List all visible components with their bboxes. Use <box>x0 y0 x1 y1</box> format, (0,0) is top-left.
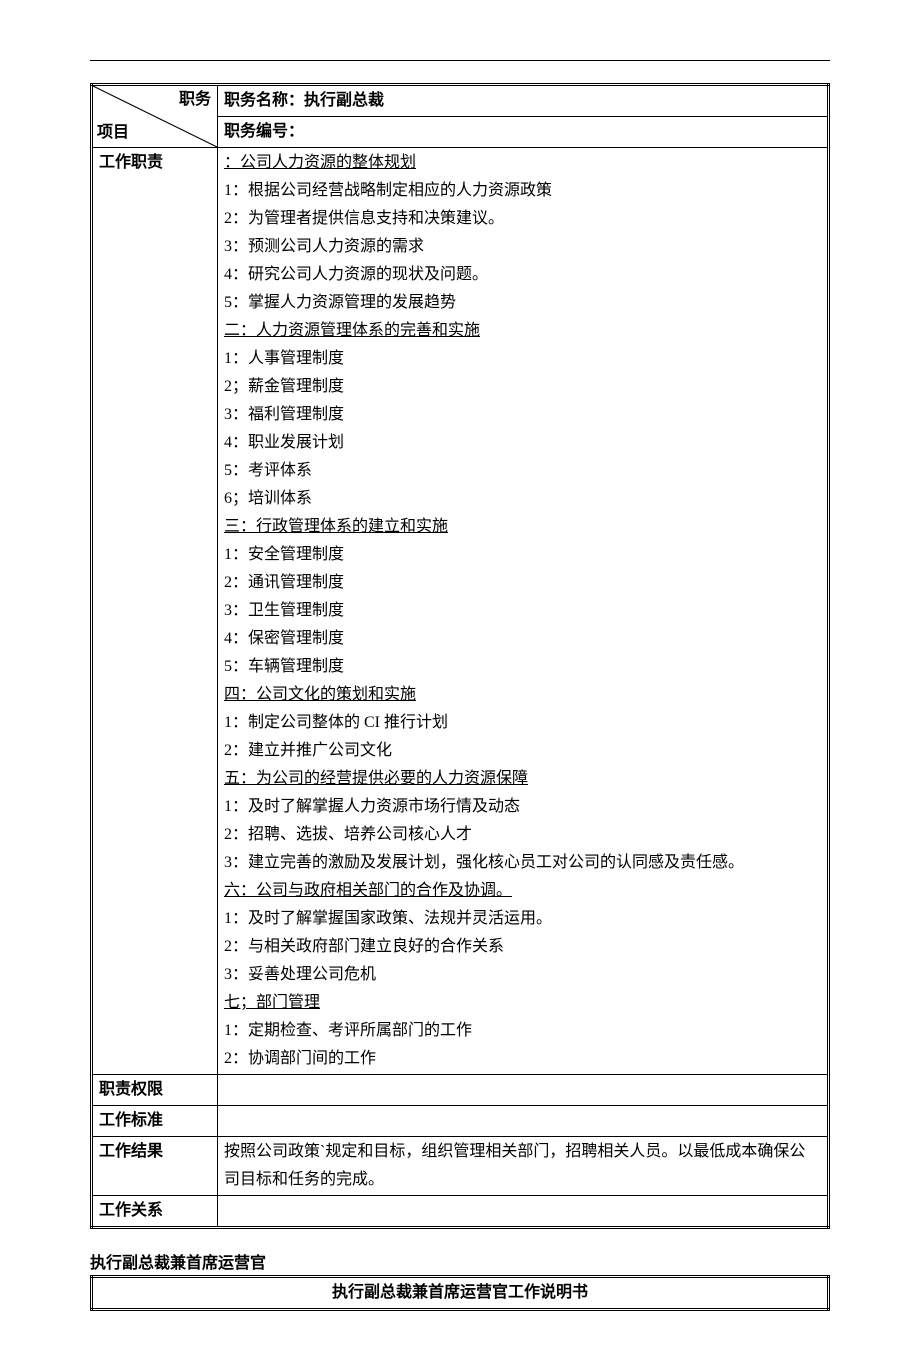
s3-title: 三：行政管理体系的建立和实施 <box>224 518 448 535</box>
s2-item: 5：考评体系 <box>224 457 821 485</box>
s2-title: 二：人力资源管理体系的完善和实施 <box>224 322 480 339</box>
s6-title: 六：公司与政府相关部门的合作及协调。 <box>224 882 512 899</box>
s5-title: 五：为公司的经营提供必要的人力资源保障 <box>224 770 528 787</box>
s1-item: 5：掌握人力资源管理的发展趋势 <box>224 289 821 317</box>
section2-heading: 执行副总裁兼首席运营官 <box>90 1249 830 1273</box>
result-content: 按照公司政策`规定和目标，组织管理相关部门，招聘相关人员。以最低成本确保公司目标… <box>218 1137 829 1196</box>
authority-content <box>218 1075 829 1106</box>
s2-item: 4：职业发展计划 <box>224 429 821 457</box>
s7-item: 2：协调部门间的工作 <box>224 1045 821 1073</box>
s3-item: 5：车辆管理制度 <box>224 653 821 681</box>
s5-item: 1：及时了解掌握人力资源市场行情及动态 <box>224 793 821 821</box>
standard-label: 工作标准 <box>92 1106 218 1137</box>
duty-content: ：公司人力资源的整体规划 1：根据公司经营战略制定相应的人力资源政策 2：为管理… <box>218 148 829 1075</box>
result-label: 工作结果 <box>92 1137 218 1196</box>
s5-item: 2：招聘、选拔、培养公司核心人才 <box>224 821 821 849</box>
s6-item: 3：妥善处理公司危机 <box>224 961 821 989</box>
diagonal-header-cell: 职务 项目 <box>92 85 218 148</box>
s1-item: 2：为管理者提供信息支持和决策建议。 <box>224 205 821 233</box>
s2-item: 3：福利管理制度 <box>224 401 821 429</box>
relation-content <box>218 1196 829 1228</box>
s1-title: ：公司人力资源的整体规划 <box>224 154 416 171</box>
title-label: 职务名称： <box>224 92 304 109</box>
code-cell: 职务编号： <box>218 117 829 148</box>
s7-item: 1：定期检查、考评所属部门的工作 <box>224 1017 821 1045</box>
duty-label: 工作职责 <box>92 148 218 1075</box>
s6-item: 2：与相关政府部门建立良好的合作关系 <box>224 933 821 961</box>
authority-label: 职责权限 <box>92 1075 218 1106</box>
standard-content <box>218 1106 829 1137</box>
s7-title: 七；部门管理 <box>224 994 320 1011</box>
s2-item: 2；薪金管理制度 <box>224 373 821 401</box>
section2-table: 执行副总裁兼首席运营官工作说明书 <box>90 1275 830 1311</box>
header-bottom-label: 项目 <box>97 119 129 147</box>
s2-item: 1：人事管理制度 <box>224 345 821 373</box>
code-label: 职务编号： <box>224 123 304 140</box>
s3-item: 4：保密管理制度 <box>224 625 821 653</box>
s3-item: 3：卫生管理制度 <box>224 597 821 625</box>
s3-item: 2：通讯管理制度 <box>224 569 821 597</box>
s6-item: 1：及时了解掌握国家政策、法规并灵活运用。 <box>224 905 821 933</box>
s3-item: 1：安全管理制度 <box>224 541 821 569</box>
s4-item: 2：建立并推广公司文化 <box>224 737 821 765</box>
title-cell: 职务名称：执行副总裁 <box>218 85 829 117</box>
s5-item: 3：建立完善的激励及发展计划，强化核心员工对公司的认同感及责任感。 <box>224 849 821 877</box>
header-top-label: 职务 <box>179 86 211 114</box>
relation-label: 工作关系 <box>92 1196 218 1228</box>
s1-item: 1：根据公司经营战略制定相应的人力资源政策 <box>224 177 821 205</box>
title-value: 执行副总裁 <box>304 92 384 109</box>
s1-item: 3：预测公司人力资源的需求 <box>224 233 821 261</box>
s4-title: 四：公司文化的策划和实施 <box>224 686 416 703</box>
top-rule <box>90 60 830 61</box>
job-description-table: 职务 项目 职务名称：执行副总裁 职务编号： 工作职责 ：公司人力资源的整体规划… <box>90 83 830 1229</box>
s2-item: 6；培训体系 <box>224 485 821 513</box>
s1-item: 4：研究公司人力资源的现状及问题。 <box>224 261 821 289</box>
s4-item: 1：制定公司整体的 CI 推行计划 <box>224 709 821 737</box>
section2-table-title: 执行副总裁兼首席运营官工作说明书 <box>92 1277 829 1310</box>
